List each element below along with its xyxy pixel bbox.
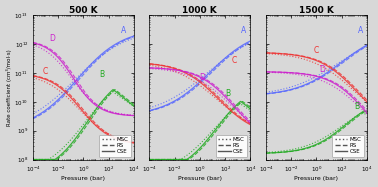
Text: D: D [49,34,55,43]
X-axis label: Pressure (bar): Pressure (bar) [61,177,105,181]
Title: 1500 K: 1500 K [299,6,334,15]
Title: 1000 K: 1000 K [183,6,217,15]
Text: A: A [121,26,126,35]
X-axis label: Pressure (bar): Pressure (bar) [294,177,338,181]
Text: B: B [225,89,230,98]
Text: D: D [320,65,325,74]
Text: C: C [43,67,48,76]
X-axis label: Pressure (bar): Pressure (bar) [178,177,222,181]
Legend: MSC, RS, CSE: MSC, RS, CSE [332,134,364,157]
Legend: MSC, RS, CSE: MSC, RS, CSE [215,134,248,157]
Legend: MSC, RS, CSE: MSC, RS, CSE [99,134,131,157]
Title: 500 K: 500 K [69,6,98,15]
Text: B: B [100,70,105,79]
Text: C: C [314,46,319,55]
Text: A: A [358,26,363,35]
Text: C: C [231,56,237,65]
Text: A: A [241,26,246,35]
Text: D: D [200,73,205,82]
Text: B: B [354,102,359,111]
Y-axis label: Rate coefficient (cm³/mol·s): Rate coefficient (cm³/mol·s) [6,49,12,126]
